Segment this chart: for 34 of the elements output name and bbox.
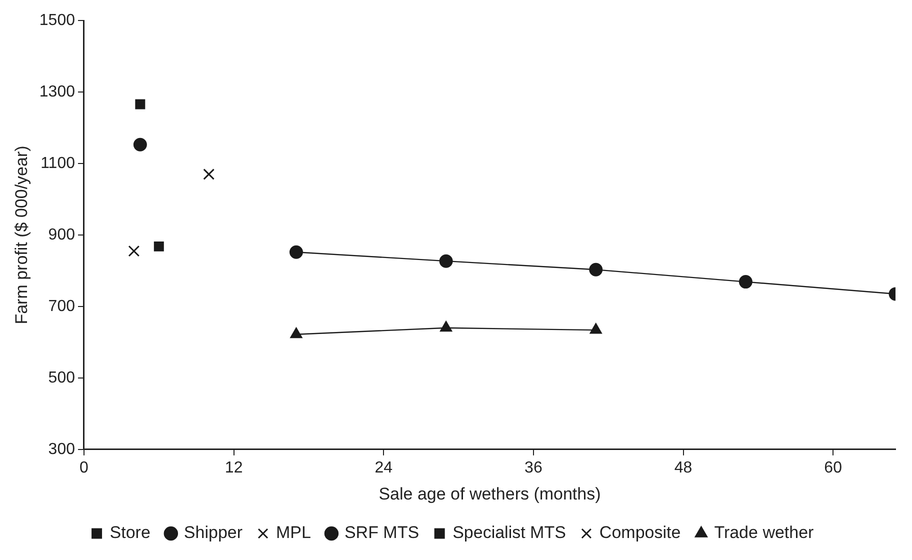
y-tick-label: 300	[48, 440, 76, 458]
legend-label: MPL	[276, 523, 311, 542]
point	[128, 245, 140, 257]
y-tick-label: 1100	[40, 154, 76, 172]
x-tick-label: 60	[824, 459, 842, 476]
x-tick-label: 24	[374, 459, 393, 476]
point	[290, 328, 302, 338]
x-tick-label: 0	[80, 459, 89, 476]
point	[154, 241, 164, 252]
legend-label: Shipper	[184, 523, 243, 542]
point	[440, 321, 452, 332]
point	[439, 254, 453, 268]
y-axis-title: Farm profit ($ 000/year)	[12, 146, 31, 324]
x-tick-label: 36	[524, 459, 542, 476]
y-tick-label: 700	[48, 298, 76, 315]
y-tick-label: 500	[48, 369, 76, 386]
point	[135, 99, 146, 110]
legend-label: Store	[110, 523, 150, 542]
y-tick-label: 1500	[39, 12, 76, 30]
point	[203, 168, 215, 180]
y-tick-label: 900	[48, 226, 76, 244]
legend-label: SRF MTS	[344, 523, 420, 542]
point	[589, 262, 603, 276]
x-axis-title: Sale age of wethers (months)	[378, 484, 601, 504]
point	[590, 323, 602, 334]
x-tick-label: 48	[674, 459, 692, 476]
legend-label: Specialist MTS	[452, 523, 566, 542]
legend-label: Composite	[599, 523, 681, 542]
point	[133, 138, 147, 152]
x-tick-label: 12	[224, 459, 243, 476]
point	[738, 275, 752, 289]
legend-label: Trade wether	[714, 523, 814, 542]
y-tick-label: 1300	[39, 83, 76, 100]
point	[289, 245, 303, 259]
